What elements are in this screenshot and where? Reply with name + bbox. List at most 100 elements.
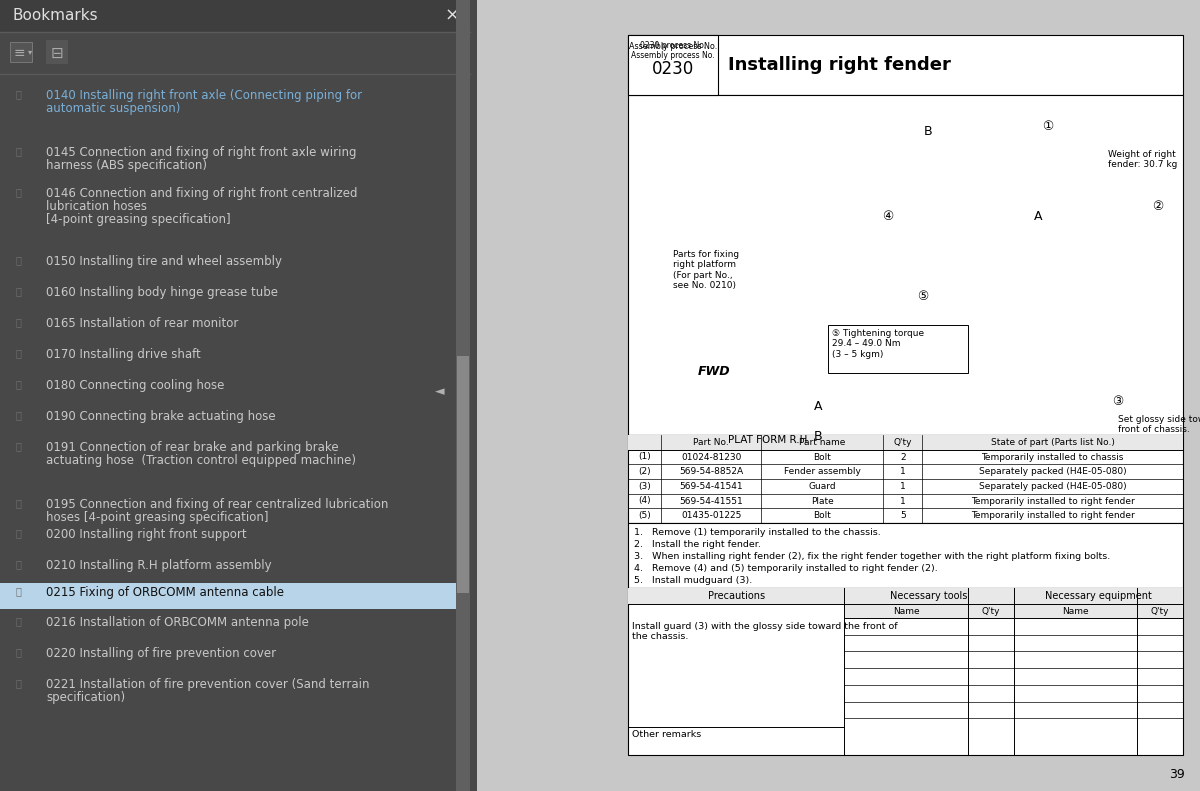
Text: 0216 Installation of ORBCOMM antenna pole: 0216 Installation of ORBCOMM antenna pol…: [46, 616, 308, 629]
Text: 🔖: 🔖: [16, 317, 20, 327]
Text: 🔖: 🔖: [16, 528, 20, 538]
Text: 🔖: 🔖: [16, 647, 20, 657]
Text: (1): (1): [638, 452, 652, 461]
Text: Install guard (3) with the glossy side toward the front of
the chassis.: Install guard (3) with the glossy side t…: [632, 622, 898, 642]
Text: (2): (2): [638, 467, 650, 476]
Bar: [478, 0, 1200, 791]
Text: 🔖: 🔖: [16, 255, 20, 265]
Text: 1: 1: [900, 467, 906, 476]
Text: Necessary equipment: Necessary equipment: [1045, 591, 1152, 601]
Text: Guard: Guard: [809, 482, 836, 491]
Bar: [10, 42, 32, 62]
Text: (4): (4): [638, 497, 650, 505]
Text: 0165 Installation of rear monitor: 0165 Installation of rear monitor: [46, 317, 239, 330]
Text: ①: ①: [1043, 120, 1054, 133]
Text: 🔖: 🔖: [16, 89, 20, 99]
Text: 569-54-41541: 569-54-41541: [679, 482, 743, 491]
Text: 0191 Connection of rear brake and parking brake: 0191 Connection of rear brake and parkin…: [46, 441, 338, 454]
Text: State of part (Parts list No.): State of part (Parts list No.): [991, 438, 1115, 447]
Bar: [628, 435, 1183, 449]
Text: ≡: ≡: [14, 46, 25, 60]
Text: specification): specification): [46, 691, 125, 704]
Text: Other remarks: Other remarks: [632, 730, 701, 739]
Text: B: B: [814, 430, 822, 443]
Text: [4-point greasing specification]: [4-point greasing specification]: [46, 213, 230, 226]
Text: 0170 Installing drive shaft: 0170 Installing drive shaft: [46, 348, 200, 361]
Text: Fender assembly: Fender assembly: [784, 467, 860, 476]
Text: 🔖: 🔖: [16, 286, 20, 296]
Text: Temporarily installed to right fender: Temporarily installed to right fender: [971, 511, 1134, 520]
Bar: [628, 523, 1183, 588]
Text: FWD: FWD: [698, 365, 731, 378]
Text: ③: ③: [1112, 395, 1123, 408]
Text: 1: 1: [900, 497, 906, 505]
Text: Q'ty: Q'ty: [982, 607, 1000, 615]
Bar: [828, 325, 968, 373]
Text: 🔖: 🔖: [16, 559, 20, 569]
Bar: [628, 35, 1183, 95]
Text: Weight of right
fender: 30.7 kg: Weight of right fender: 30.7 kg: [1108, 150, 1177, 169]
Bar: [845, 604, 1183, 618]
Text: Part No.: Part No.: [694, 438, 730, 447]
Text: hoses [4-point greasing specification]: hoses [4-point greasing specification]: [46, 511, 269, 524]
Text: A: A: [1033, 210, 1043, 223]
Text: 39: 39: [1169, 768, 1186, 781]
Text: ⑤ Tightening torque
29.4 – 49.0 Nm
(3 – 5 kgm): ⑤ Tightening torque 29.4 – 49.0 Nm (3 – …: [832, 329, 924, 359]
Text: 🔖: 🔖: [16, 146, 20, 156]
Text: Assembly process No.: Assembly process No.: [629, 42, 718, 51]
Text: 0146 Connection and fixing of right front centralized: 0146 Connection and fixing of right fron…: [46, 187, 358, 200]
Text: automatic suspension): automatic suspension): [46, 102, 180, 115]
Text: 0215 Fixing of ORBCOMM antenna cable: 0215 Fixing of ORBCOMM antenna cable: [46, 586, 284, 599]
Text: ⑤: ⑤: [917, 290, 929, 303]
Text: ▾: ▾: [28, 47, 32, 56]
Text: 01024-81230: 01024-81230: [682, 452, 742, 461]
Text: Name: Name: [893, 607, 919, 615]
Text: 2.   Install the right fender.: 2. Install the right fender.: [634, 540, 761, 549]
Bar: [0, 583, 456, 609]
Text: 0210 Installing R.H platform assembly: 0210 Installing R.H platform assembly: [46, 559, 271, 572]
Bar: [628, 35, 718, 95]
Bar: [457, 356, 469, 593]
Text: (3): (3): [638, 482, 652, 491]
Bar: [628, 588, 1183, 604]
Text: 0140 Installing right front axle (Connecting piping for: 0140 Installing right front axle (Connec…: [46, 89, 362, 102]
Bar: [0, 0, 470, 32]
Text: 1.   Remove (1) temporarily installed to the chassis.: 1. Remove (1) temporarily installed to t…: [634, 528, 881, 537]
Text: Name: Name: [1062, 607, 1088, 615]
Text: Installing right fender: Installing right fender: [728, 56, 950, 74]
Text: Separately packed (H4E-05-080): Separately packed (H4E-05-080): [979, 482, 1127, 491]
Text: 🔖: 🔖: [16, 678, 20, 688]
Text: 🔖: 🔖: [16, 410, 20, 420]
Text: 🔖: 🔖: [16, 498, 20, 508]
Text: Temporarily installed to chassis: Temporarily installed to chassis: [982, 452, 1123, 461]
Text: Precautions: Precautions: [708, 591, 764, 601]
Text: Part name: Part name: [799, 438, 846, 447]
Text: 569-54-41551: 569-54-41551: [679, 497, 743, 505]
Text: ◄: ◄: [436, 385, 445, 398]
Bar: [628, 435, 1183, 523]
Text: actuating hose  (Traction control equipped machine): actuating hose (Traction control equippe…: [46, 454, 356, 467]
Text: 4.   Remove (4) and (5) temporarily installed to right fender (2).: 4. Remove (4) and (5) temporarily instal…: [634, 564, 937, 573]
Text: 1: 1: [900, 482, 906, 491]
Bar: [46, 40, 68, 64]
Text: PLAT FORM R.H: PLAT FORM R.H: [728, 435, 808, 445]
Text: 0200 Installing right front support: 0200 Installing right front support: [46, 528, 247, 541]
Text: Q'ty: Q'ty: [1151, 607, 1169, 615]
Text: (5): (5): [638, 511, 652, 520]
Text: 🔖: 🔖: [16, 586, 20, 596]
Text: Bookmarks: Bookmarks: [12, 9, 97, 24]
Text: 2: 2: [900, 452, 906, 461]
Text: Plate: Plate: [811, 497, 834, 505]
Text: 5: 5: [900, 511, 906, 520]
Text: Parts for fixing
right platform
(For part No.,
see No. 0210): Parts for fixing right platform (For par…: [673, 250, 739, 290]
Text: 🔖: 🔖: [16, 616, 20, 626]
Text: 0160 Installing body hinge grease tube: 0160 Installing body hinge grease tube: [46, 286, 278, 299]
Text: 0145 Connection and fixing of right front axle wiring: 0145 Connection and fixing of right fron…: [46, 146, 356, 159]
Text: Temporarily installed to right fender: Temporarily installed to right fender: [971, 497, 1134, 505]
Text: ⊟: ⊟: [50, 46, 64, 60]
Text: 01435-01225: 01435-01225: [682, 511, 742, 520]
Text: lubrication hoses: lubrication hoses: [46, 200, 148, 213]
Text: 3.   When installing right fender (2), fix the right fender together with the ri: 3. When installing right fender (2), fix…: [634, 552, 1110, 561]
Text: A: A: [814, 400, 822, 413]
Bar: [0, 32, 470, 74]
